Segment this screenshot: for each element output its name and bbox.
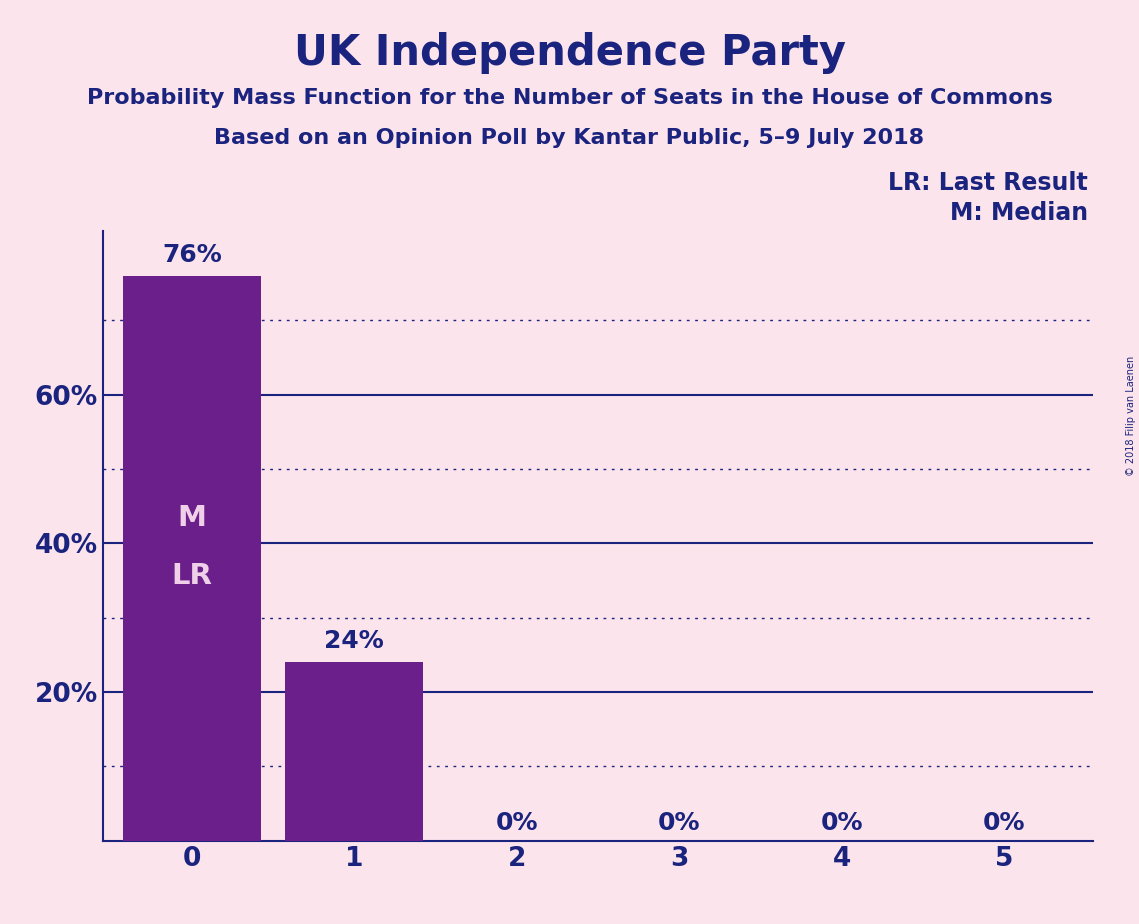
Text: 0%: 0%	[983, 811, 1025, 835]
Text: 0%: 0%	[820, 811, 863, 835]
Text: 0%: 0%	[495, 811, 538, 835]
Text: 76%: 76%	[162, 243, 222, 267]
Text: M: Median: M: Median	[950, 201, 1088, 225]
Bar	[123, 275, 261, 841]
Text: 0%: 0%	[658, 811, 700, 835]
Text: LR: Last Result: LR: Last Result	[888, 171, 1088, 195]
Text: LR: LR	[171, 562, 212, 590]
Text: 24%: 24%	[325, 629, 384, 653]
Text: © 2018 Filip van Laenen: © 2018 Filip van Laenen	[1126, 356, 1136, 476]
Text: Probability Mass Function for the Number of Seats in the House of Commons: Probability Mass Function for the Number…	[87, 88, 1052, 108]
Bar	[285, 663, 424, 841]
Text: Based on an Opinion Poll by Kantar Public, 5–9 July 2018: Based on an Opinion Poll by Kantar Publi…	[214, 128, 925, 148]
Text: M: M	[178, 505, 206, 532]
Text: UK Independence Party: UK Independence Party	[294, 32, 845, 74]
